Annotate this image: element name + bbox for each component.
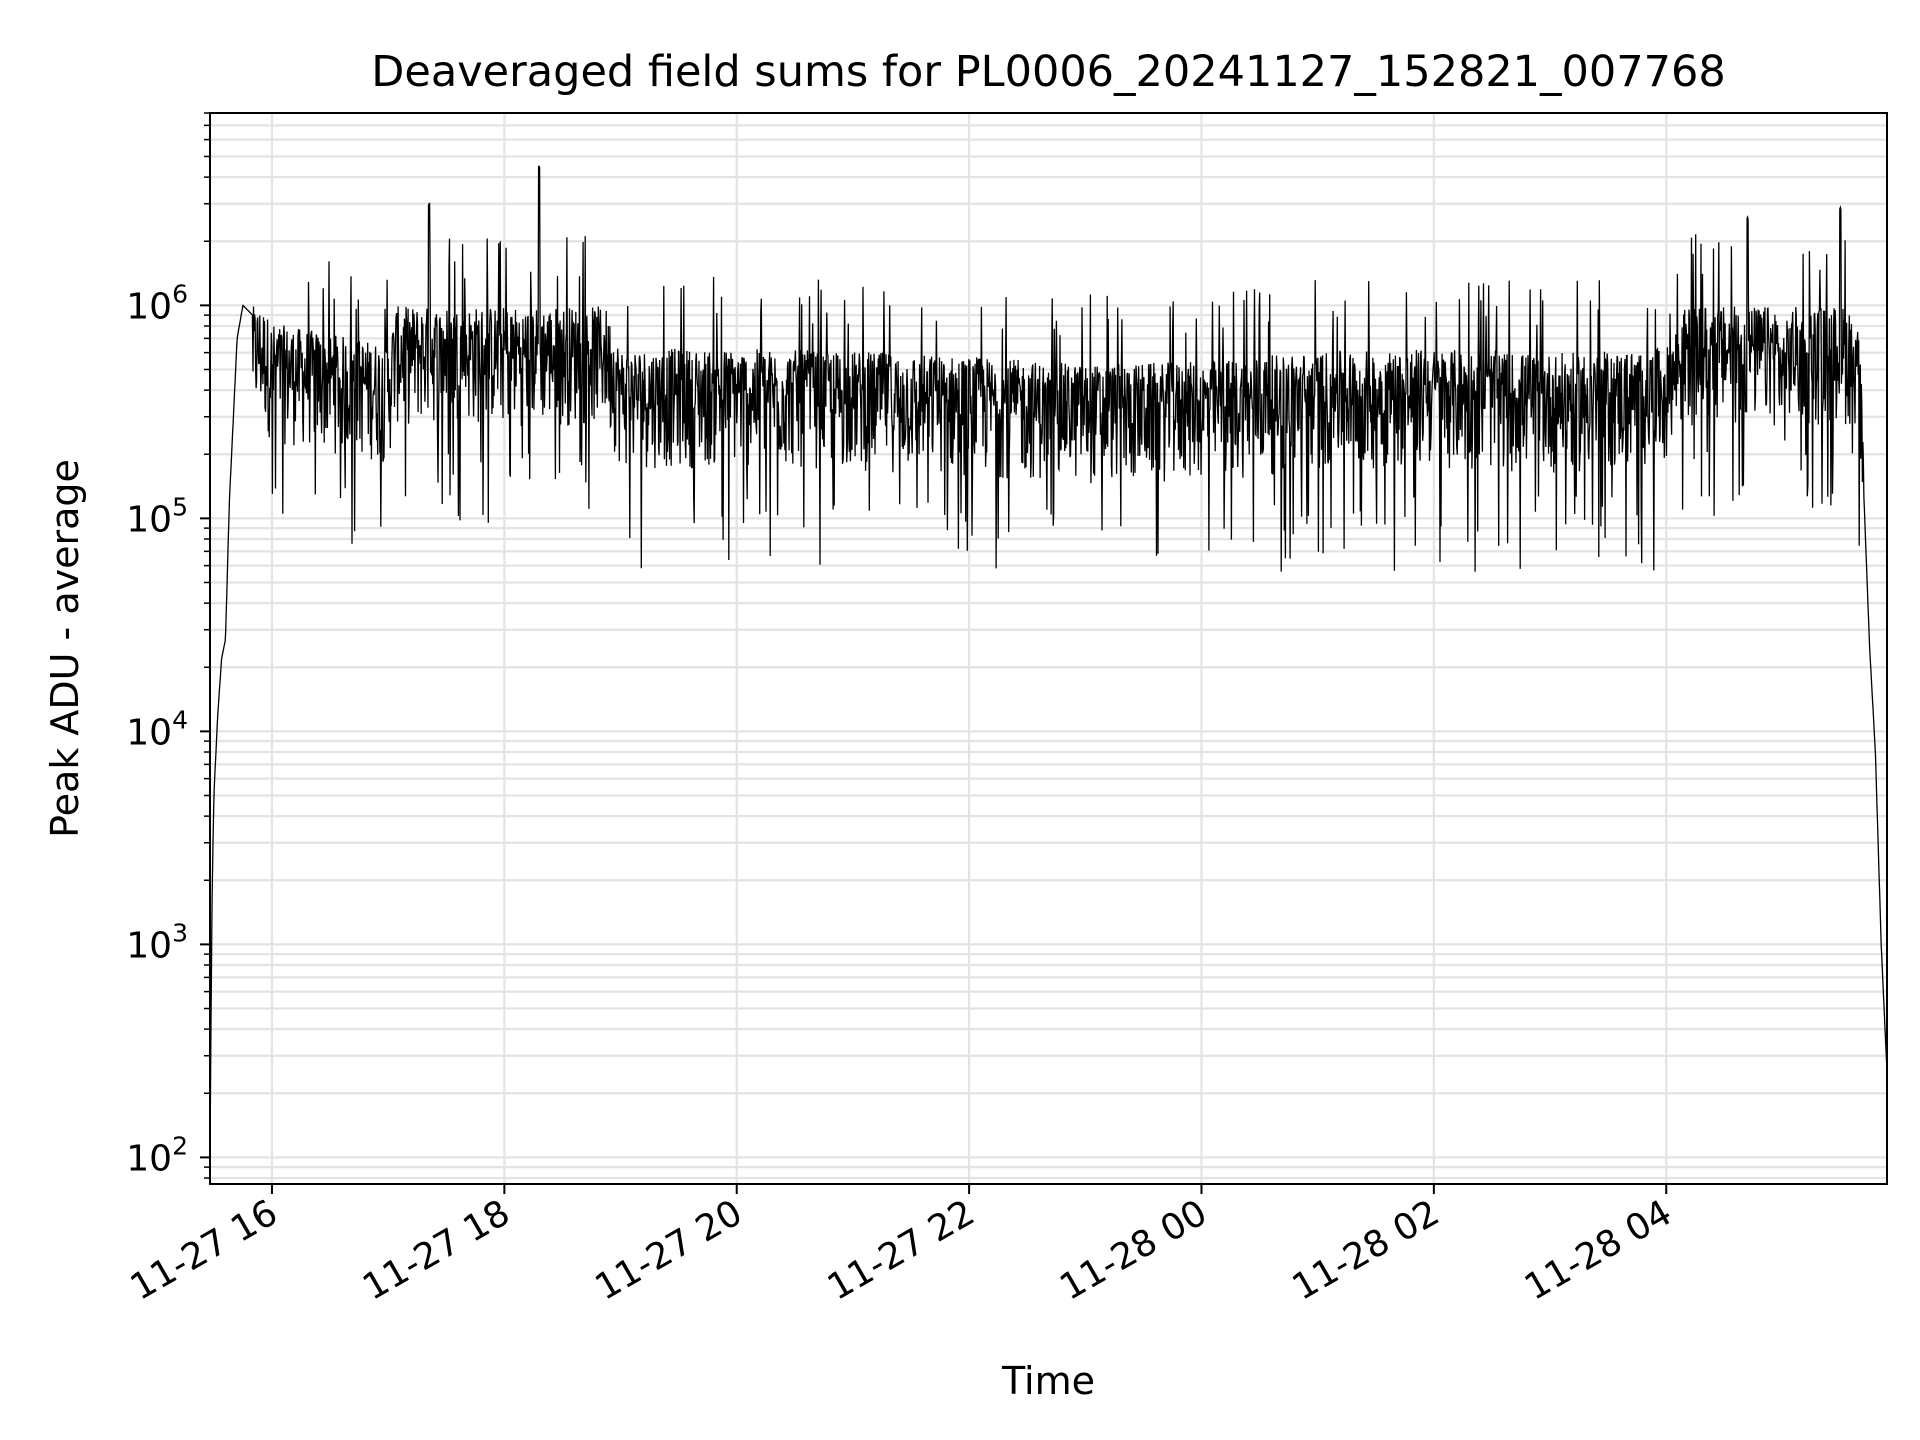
- chart-title: Deaveraged field sums for PL0006_2024112…: [371, 47, 1725, 97]
- plot-data: [209, 165, 1888, 1158]
- y-tick-label: 102: [126, 1131, 188, 1179]
- y-tick-label: 104: [126, 705, 188, 753]
- x-axis-label: Time: [1001, 1359, 1095, 1403]
- axes-frame: [209, 112, 1888, 1185]
- series-line: [209, 165, 1888, 1158]
- y-tick-label: 103: [126, 918, 188, 966]
- y-tick-label: 105: [126, 492, 188, 540]
- y-tick-label: 106: [126, 279, 188, 327]
- y-axis-label: Peak ADU - average: [43, 459, 87, 838]
- grid: [210, 111, 1887, 1184]
